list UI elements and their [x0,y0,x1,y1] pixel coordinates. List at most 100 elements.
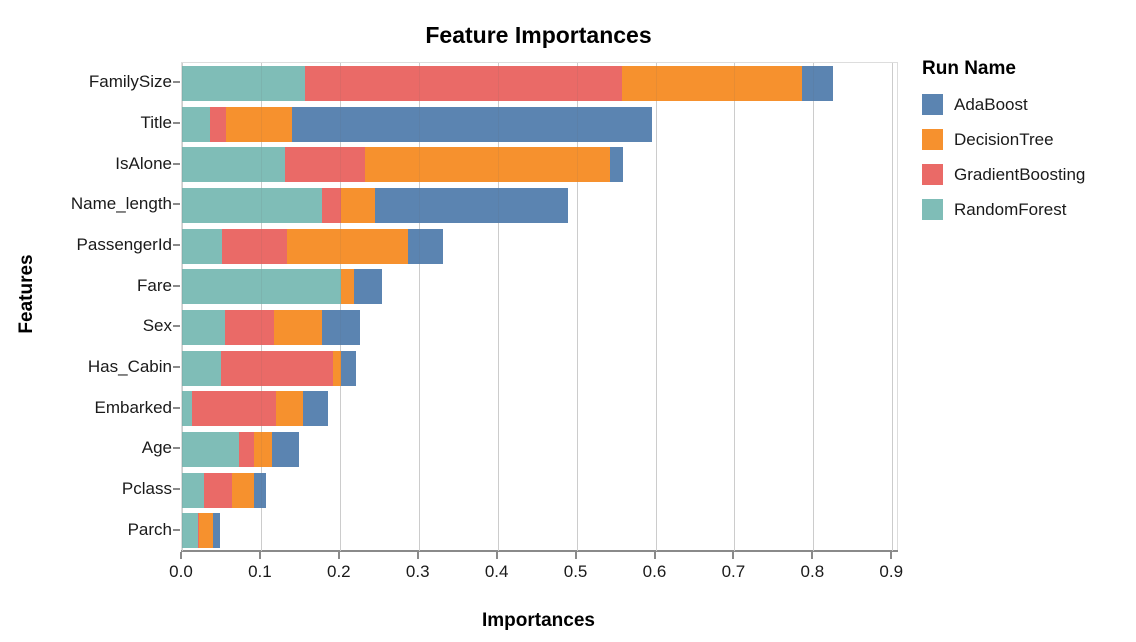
bar-segment-RandomForest [182,310,225,345]
y-tick-label: IsAlone [115,153,172,173]
x-tick-label: 0.0 [169,562,193,581]
bar-segment-GradientBoosting [221,350,333,386]
y-tick-mark [173,528,180,531]
gridline-overlay [260,63,262,551]
gridline-overlay [497,63,499,551]
legend-label: RandomForest [954,199,1067,219]
bar-segment-RandomForest [182,391,193,427]
bar-segment-DecisionTree [286,228,408,264]
plot-area [181,62,898,552]
bar-segment-AdaBoost [292,106,653,142]
x-axis-title: Importances [482,610,595,631]
legend-label: AdaBoost [954,94,1028,114]
gridline-overlay [576,63,578,551]
bar-row-Age [182,432,897,467]
legend-item-RandomForest: RandomForest [922,199,1132,220]
x-tick-label: 0.5 [563,562,588,581]
bar-segment-AdaBoost [340,350,357,386]
bar-row-Pclass [182,472,897,508]
legend-item-DecisionTree: DecisionTree [922,129,1132,150]
y-tick-mark [173,244,180,246]
legend-title: Run Name [922,58,1016,79]
x-tick-label: 0.9 [879,562,904,581]
bar-segment-RandomForest [182,66,306,101]
gridline [418,63,420,551]
bar-segment-DecisionTree [332,350,341,386]
x-axis-line [181,550,898,552]
y-tick-label: Sex [142,316,172,336]
gridline-overlay [182,63,183,551]
bar-segment-AdaBoost [802,66,834,101]
bar-segment-AdaBoost [609,147,624,183]
gridline [655,63,657,551]
bar-segment-DecisionTree [231,472,254,508]
bar-row-PassengerId [182,228,897,264]
bar-segment-DecisionTree [226,106,293,142]
legend-items: AdaBoost DecisionTree GradientBoosting Rand… [922,94,1132,220]
legend-swatch-icon [922,199,943,220]
gridline-overlay [655,63,657,551]
bar-segment-DecisionTree [199,513,213,549]
bar-segment-GradientBoosting [192,391,276,427]
y-tick-mark [173,488,180,490]
x-tick-label: 0.8 [800,562,825,581]
bar-segment-RandomForest [182,228,223,264]
bar-segment-GradientBoosting [321,188,342,223]
x-tick-mark [180,552,182,559]
bar-row-Embarked [182,391,897,427]
bar-segment-DecisionTree [253,432,272,467]
x-tick-mark [811,552,814,559]
gridline [497,63,499,551]
x-tick-label: 0.7 [721,562,746,581]
gridline [260,63,262,551]
x-tick-mark [416,552,419,559]
bar-segment-GradientBoosting [238,432,254,467]
x-tick-mark [574,552,577,559]
bar-segment-RandomForest [182,269,342,305]
bar-segment-RandomForest [182,106,211,142]
legend-item-GradientBoosting: GradientBoosting [922,164,1132,185]
bar-segment-DecisionTree [275,391,303,427]
y-tick-label: FamilySize [88,72,172,92]
bar-segment-DecisionTree [365,147,610,183]
x-tick-label: 0.1 [248,562,272,581]
y-tick-label: Embarked [94,397,172,417]
y-tick-label: Title [140,113,173,132]
bar-segment-AdaBoost [212,513,220,549]
legend-label: DecisionTree [954,129,1054,149]
y-tick-label: Has_Cabin [87,357,172,376]
bar-segment-GradientBoosting [204,472,232,508]
bar-segment-RandomForest [182,350,222,386]
x-tick-mark [337,552,340,559]
y-tick-mark [173,122,180,124]
bar-row-FamilySize [182,66,897,101]
gridline-overlay [813,63,815,551]
bar-segment-AdaBoost [321,310,360,345]
bar-segment-DecisionTree [341,269,355,305]
bar-segment-RandomForest [182,513,198,549]
x-tick-mark [732,552,735,559]
x-tick-mark [258,552,261,559]
y-tick-mark [173,325,180,328]
y-tick-label: PassengerId [76,235,172,254]
gridline-overlay [418,63,420,551]
gridline-overlay [892,63,894,551]
legend-swatch-icon [922,129,943,150]
legend-label: GradientBoosting [954,164,1086,184]
bar-segment-GradientBoosting [224,310,275,345]
y-tick-mark [173,284,180,287]
x-tick-mark [653,552,656,559]
gridline-overlay [734,63,736,551]
bar-segment-RandomForest [182,472,205,508]
y-tick-mark [173,81,180,84]
y-tick-label: Age [141,438,172,458]
bar-row-Fare [182,269,897,305]
bar-segment-GradientBoosting [285,147,366,183]
bar-segment-RandomForest [182,188,322,223]
y-tick-mark [173,203,180,206]
legend-swatch-icon [922,164,943,185]
bar-segment-AdaBoost [271,432,299,467]
gridline [182,63,183,551]
y-tick-mark [173,406,180,409]
